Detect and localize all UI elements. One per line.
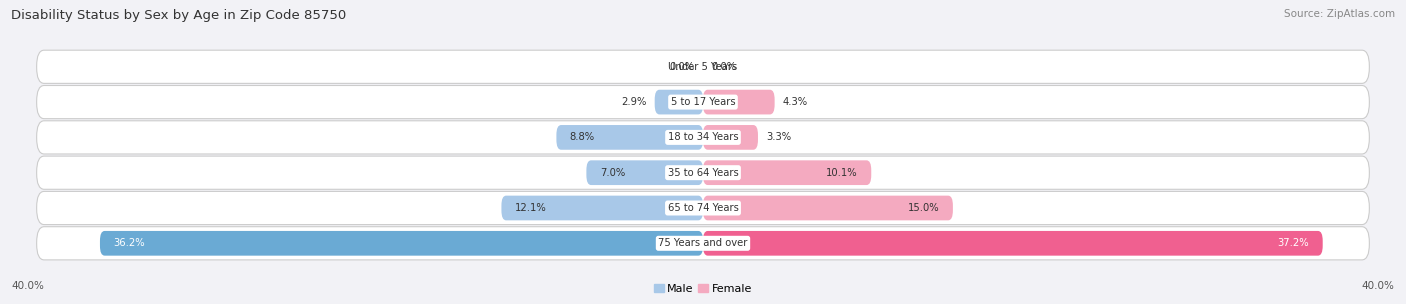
Text: 75 Years and over: 75 Years and over	[658, 238, 748, 248]
Text: Under 5 Years: Under 5 Years	[668, 62, 738, 72]
Text: 18 to 34 Years: 18 to 34 Years	[668, 132, 738, 142]
FancyBboxPatch shape	[502, 196, 703, 220]
Text: 15.0%: 15.0%	[908, 203, 939, 213]
FancyBboxPatch shape	[703, 196, 953, 220]
FancyBboxPatch shape	[655, 90, 703, 114]
Text: 35 to 64 Years: 35 to 64 Years	[668, 168, 738, 178]
Text: 40.0%: 40.0%	[11, 281, 44, 291]
Text: Source: ZipAtlas.com: Source: ZipAtlas.com	[1284, 9, 1395, 19]
Text: 0.0%: 0.0%	[669, 62, 695, 72]
FancyBboxPatch shape	[703, 160, 872, 185]
FancyBboxPatch shape	[37, 50, 1369, 83]
FancyBboxPatch shape	[703, 90, 775, 114]
Text: 3.3%: 3.3%	[766, 132, 792, 142]
FancyBboxPatch shape	[37, 156, 1369, 189]
Text: 7.0%: 7.0%	[600, 168, 624, 178]
FancyBboxPatch shape	[37, 85, 1369, 119]
FancyBboxPatch shape	[703, 231, 1323, 256]
FancyBboxPatch shape	[557, 125, 703, 150]
Text: 5 to 17 Years: 5 to 17 Years	[671, 97, 735, 107]
Text: 10.1%: 10.1%	[827, 168, 858, 178]
Text: 4.3%: 4.3%	[783, 97, 808, 107]
Legend: Male, Female: Male, Female	[650, 280, 756, 299]
Text: Disability Status by Sex by Age in Zip Code 85750: Disability Status by Sex by Age in Zip C…	[11, 9, 346, 22]
Text: 40.0%: 40.0%	[1362, 281, 1395, 291]
Text: 36.2%: 36.2%	[114, 238, 145, 248]
Text: 2.9%: 2.9%	[621, 97, 647, 107]
Text: 65 to 74 Years: 65 to 74 Years	[668, 203, 738, 213]
FancyBboxPatch shape	[703, 125, 758, 150]
FancyBboxPatch shape	[37, 192, 1369, 225]
Text: 8.8%: 8.8%	[569, 132, 595, 142]
FancyBboxPatch shape	[37, 227, 1369, 260]
FancyBboxPatch shape	[586, 160, 703, 185]
Text: 12.1%: 12.1%	[515, 203, 547, 213]
FancyBboxPatch shape	[37, 121, 1369, 154]
FancyBboxPatch shape	[100, 231, 703, 256]
Text: 37.2%: 37.2%	[1278, 238, 1309, 248]
Text: 0.0%: 0.0%	[711, 62, 737, 72]
